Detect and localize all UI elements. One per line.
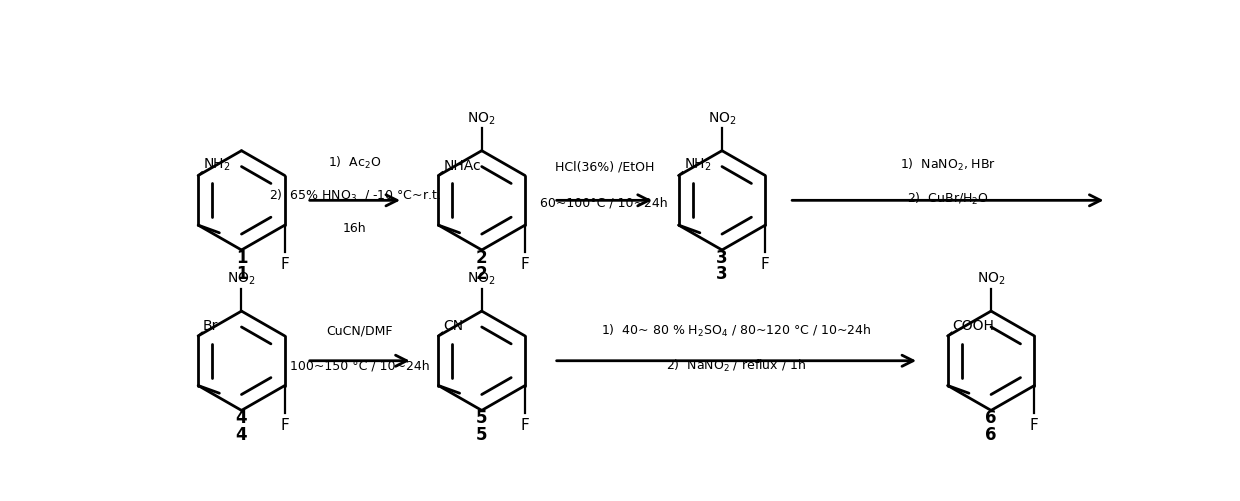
- Text: 4: 4: [236, 409, 247, 427]
- Text: CN: CN: [443, 319, 464, 332]
- Text: 2)  65% HNO$_3$  / -10 °C~r.t.: 2) 65% HNO$_3$ / -10 °C~r.t.: [269, 187, 440, 203]
- Text: F: F: [521, 257, 529, 272]
- Text: HCl(36%) /EtOH: HCl(36%) /EtOH: [554, 160, 653, 173]
- Text: F: F: [1030, 417, 1039, 432]
- Text: 3: 3: [717, 248, 728, 267]
- Text: 6: 6: [986, 425, 997, 443]
- Text: 1)  NaNO$_2$, HBr: 1) NaNO$_2$, HBr: [900, 156, 996, 172]
- Text: NH$_2$: NH$_2$: [683, 156, 712, 172]
- Text: 2: 2: [476, 265, 487, 283]
- Text: 100~150 °C / 10~24h: 100~150 °C / 10~24h: [290, 358, 429, 371]
- Text: CuCN/DMF: CuCN/DMF: [326, 324, 393, 337]
- Text: NO$_2$: NO$_2$: [977, 271, 1006, 287]
- Text: 1: 1: [236, 248, 247, 267]
- Text: 1)  Ac$_2$O: 1) Ac$_2$O: [329, 154, 382, 170]
- Text: 3: 3: [717, 265, 728, 283]
- Text: 16h: 16h: [343, 221, 367, 234]
- Text: COOH: COOH: [952, 319, 994, 332]
- Text: F: F: [521, 417, 529, 432]
- Text: F: F: [761, 257, 770, 272]
- Text: F: F: [280, 417, 289, 432]
- Text: 1)  40~ 80 % H$_2$SO$_4$ / 80~120 °C / 10~24h: 1) 40~ 80 % H$_2$SO$_4$ / 80~120 °C / 10…: [601, 322, 872, 338]
- Text: 5: 5: [476, 409, 487, 427]
- Text: 2: 2: [476, 248, 487, 267]
- Text: Br: Br: [203, 319, 218, 332]
- Text: NH$_2$: NH$_2$: [203, 156, 231, 172]
- Text: 60~100°C / 10~24h: 60~100°C / 10~24h: [541, 196, 668, 209]
- Text: 2)  CuBr/H$_2$O: 2) CuBr/H$_2$O: [906, 191, 988, 207]
- Text: 6: 6: [986, 409, 997, 427]
- Text: 4: 4: [236, 425, 247, 443]
- Text: F: F: [280, 257, 289, 272]
- Text: NO$_2$: NO$_2$: [467, 110, 496, 127]
- Text: NO$_2$: NO$_2$: [467, 271, 496, 287]
- Text: 5: 5: [476, 425, 487, 443]
- Text: NO$_2$: NO$_2$: [708, 110, 737, 127]
- Text: 1: 1: [236, 265, 247, 283]
- Text: 2)  NaNO$_2$ / reflux / 1h: 2) NaNO$_2$ / reflux / 1h: [666, 357, 806, 373]
- Text: NHAc: NHAc: [443, 158, 481, 172]
- Text: NO$_2$: NO$_2$: [227, 271, 255, 287]
